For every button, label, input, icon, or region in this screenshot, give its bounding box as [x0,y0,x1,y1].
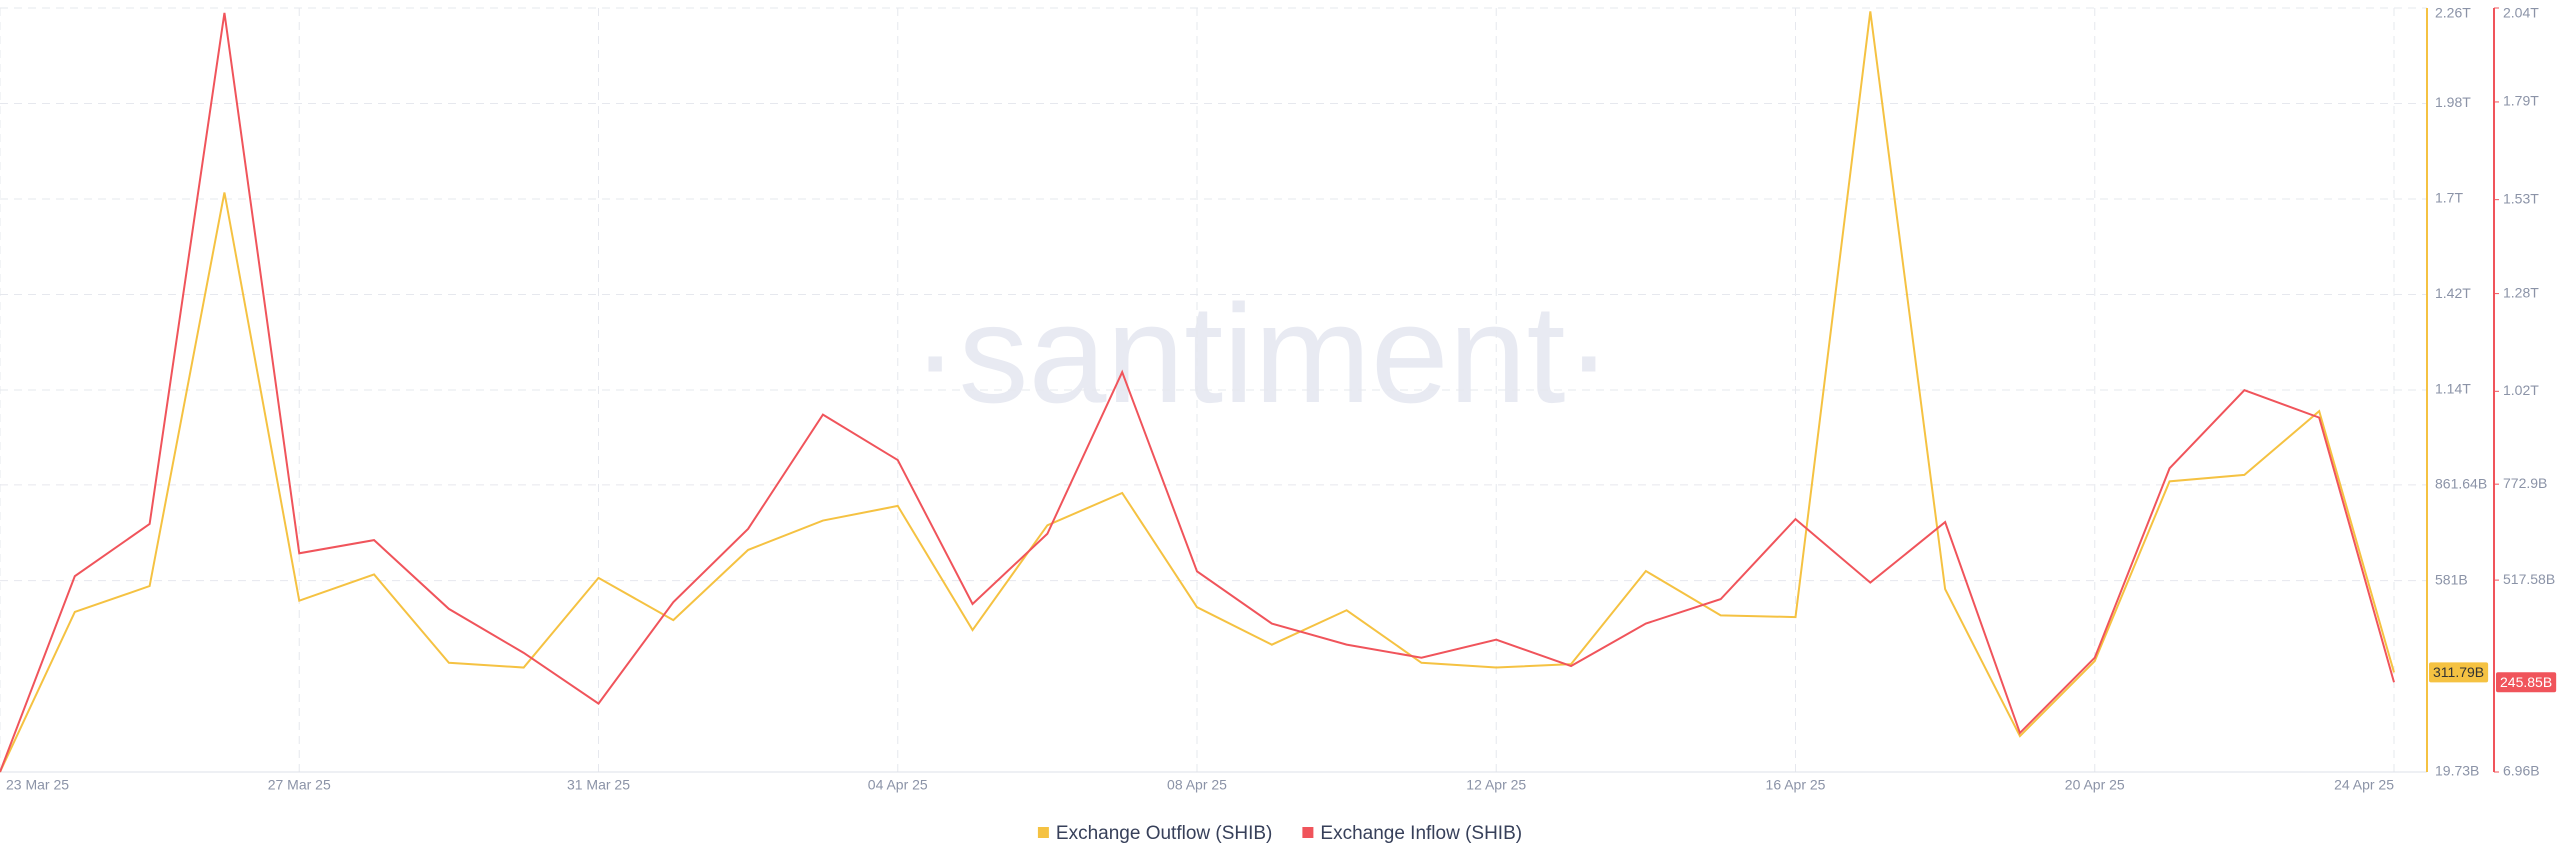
y2-tick-label: 1.28T [2503,284,2539,300]
y2-tick-label: 1.53T [2503,190,2539,206]
x-tick-label: 20 Apr 25 [2065,777,2125,793]
y-tick-label: 1.14T [2435,381,2471,397]
y2-tick-label: 6.96B [2503,763,2540,779]
legend-label: Exchange Outflow (SHIB) [1056,823,1272,844]
x-tick-label: 27 Mar 25 [268,777,331,793]
x-tick-label: 16 Apr 25 [1766,777,1826,793]
value-label: 245.85B [2500,674,2552,690]
y2-tick-label: 1.02T [2503,382,2539,398]
y-tick-label: 1.98T [2435,94,2471,110]
y2-tick-label: 1.79T [2503,93,2539,109]
watermark: ·santiment· [912,275,1612,432]
y-tick-label: 581B [2435,571,2468,587]
value-badge [2429,662,2489,683]
line-series [0,12,2395,773]
y-tick-label: 19.73B [2435,763,2479,779]
value-label: 311.79B [2433,664,2484,680]
x-tick-label: 31 Mar 25 [567,777,630,793]
legend-swatch [1037,827,1049,838]
y-tick-label: 2.26T [2435,5,2471,21]
x-tick-label: 04 Apr 25 [868,777,928,793]
x-tick-label: 23 Mar 25 [6,777,69,793]
legend-label: Exchange Inflow (SHIB) [1320,823,1522,844]
y2-tick-label: 2.04T [2503,5,2539,21]
y2-tick-label: 517.58B [2503,571,2555,587]
y-tick-label: 861.64B [2435,476,2487,492]
x-tick-label: 08 Apr 25 [1167,777,1227,793]
x-tick-label: 12 Apr 25 [1466,777,1526,793]
y2-tick-label: 772.9B [2503,475,2547,491]
x-tick-label: 24 Apr 25 [2334,777,2394,793]
y-tick-label: 1.7T [2435,190,2463,206]
legend-swatch [1302,827,1314,838]
y-tick-label: 1.42T [2435,285,2471,301]
line-series [0,11,2395,773]
value-badge [2496,672,2557,693]
